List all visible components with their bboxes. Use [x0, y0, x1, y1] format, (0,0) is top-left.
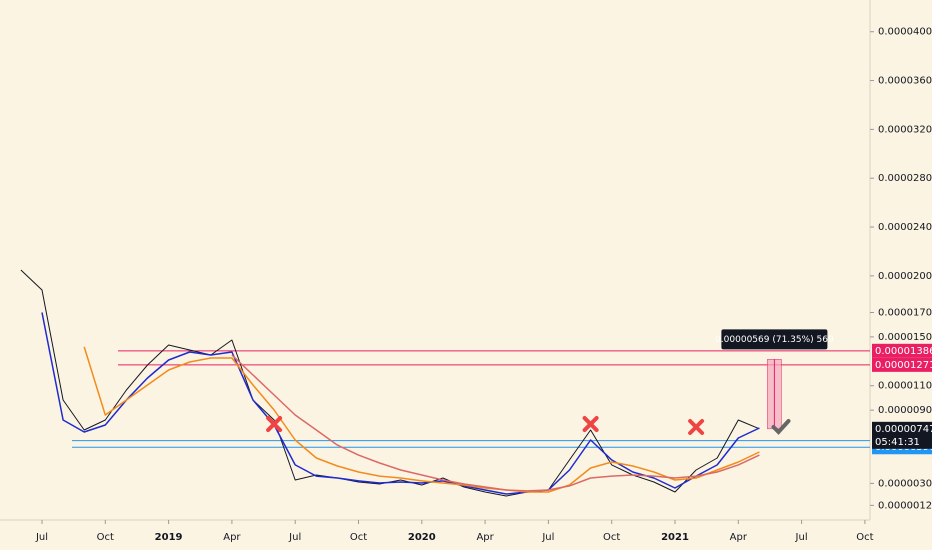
- x-tick-label: Apr: [223, 532, 241, 543]
- x-tick-label: Oct: [97, 532, 114, 543]
- cross-marker: [266, 416, 283, 433]
- series-line: [231, 354, 760, 492]
- countdown-label: 05:41:31: [875, 437, 920, 448]
- check-marker: [771, 418, 791, 435]
- x-tick-label: Jul: [795, 532, 808, 543]
- measure-label: 0.00000569 (71.35%) 569: [715, 335, 834, 345]
- x-tick-label: Apr: [730, 532, 748, 543]
- x-tick-label: 2020: [408, 532, 436, 543]
- price-tag: [872, 343, 932, 358]
- x-tick-label: Jul: [288, 532, 301, 543]
- x-tick-label: Jul: [541, 532, 554, 543]
- cross-marker: [582, 416, 599, 433]
- y-tick-label: 0.00000120: [878, 500, 932, 511]
- cross-marker: [688, 418, 705, 435]
- x-tick-label: Oct: [603, 532, 620, 543]
- series-line: [83, 346, 760, 493]
- price-tag-label: 0.00001386: [875, 346, 932, 357]
- last-price-label: 0.00000747: [875, 424, 932, 435]
- x-tick-label: Oct: [856, 532, 873, 543]
- x-tick-label: Oct: [350, 532, 367, 543]
- series-line: [41, 312, 760, 495]
- x-tick-label: Apr: [476, 532, 494, 543]
- last-price-tag: [872, 421, 932, 449]
- x-tick-label: 2019: [155, 532, 183, 543]
- measure-label-box: [721, 329, 828, 350]
- price-tag-label: 0.00001271: [875, 360, 932, 371]
- x-tick-label: 2021: [661, 532, 689, 543]
- x-tick-label: Jul: [35, 532, 48, 543]
- price-tag: [872, 357, 932, 372]
